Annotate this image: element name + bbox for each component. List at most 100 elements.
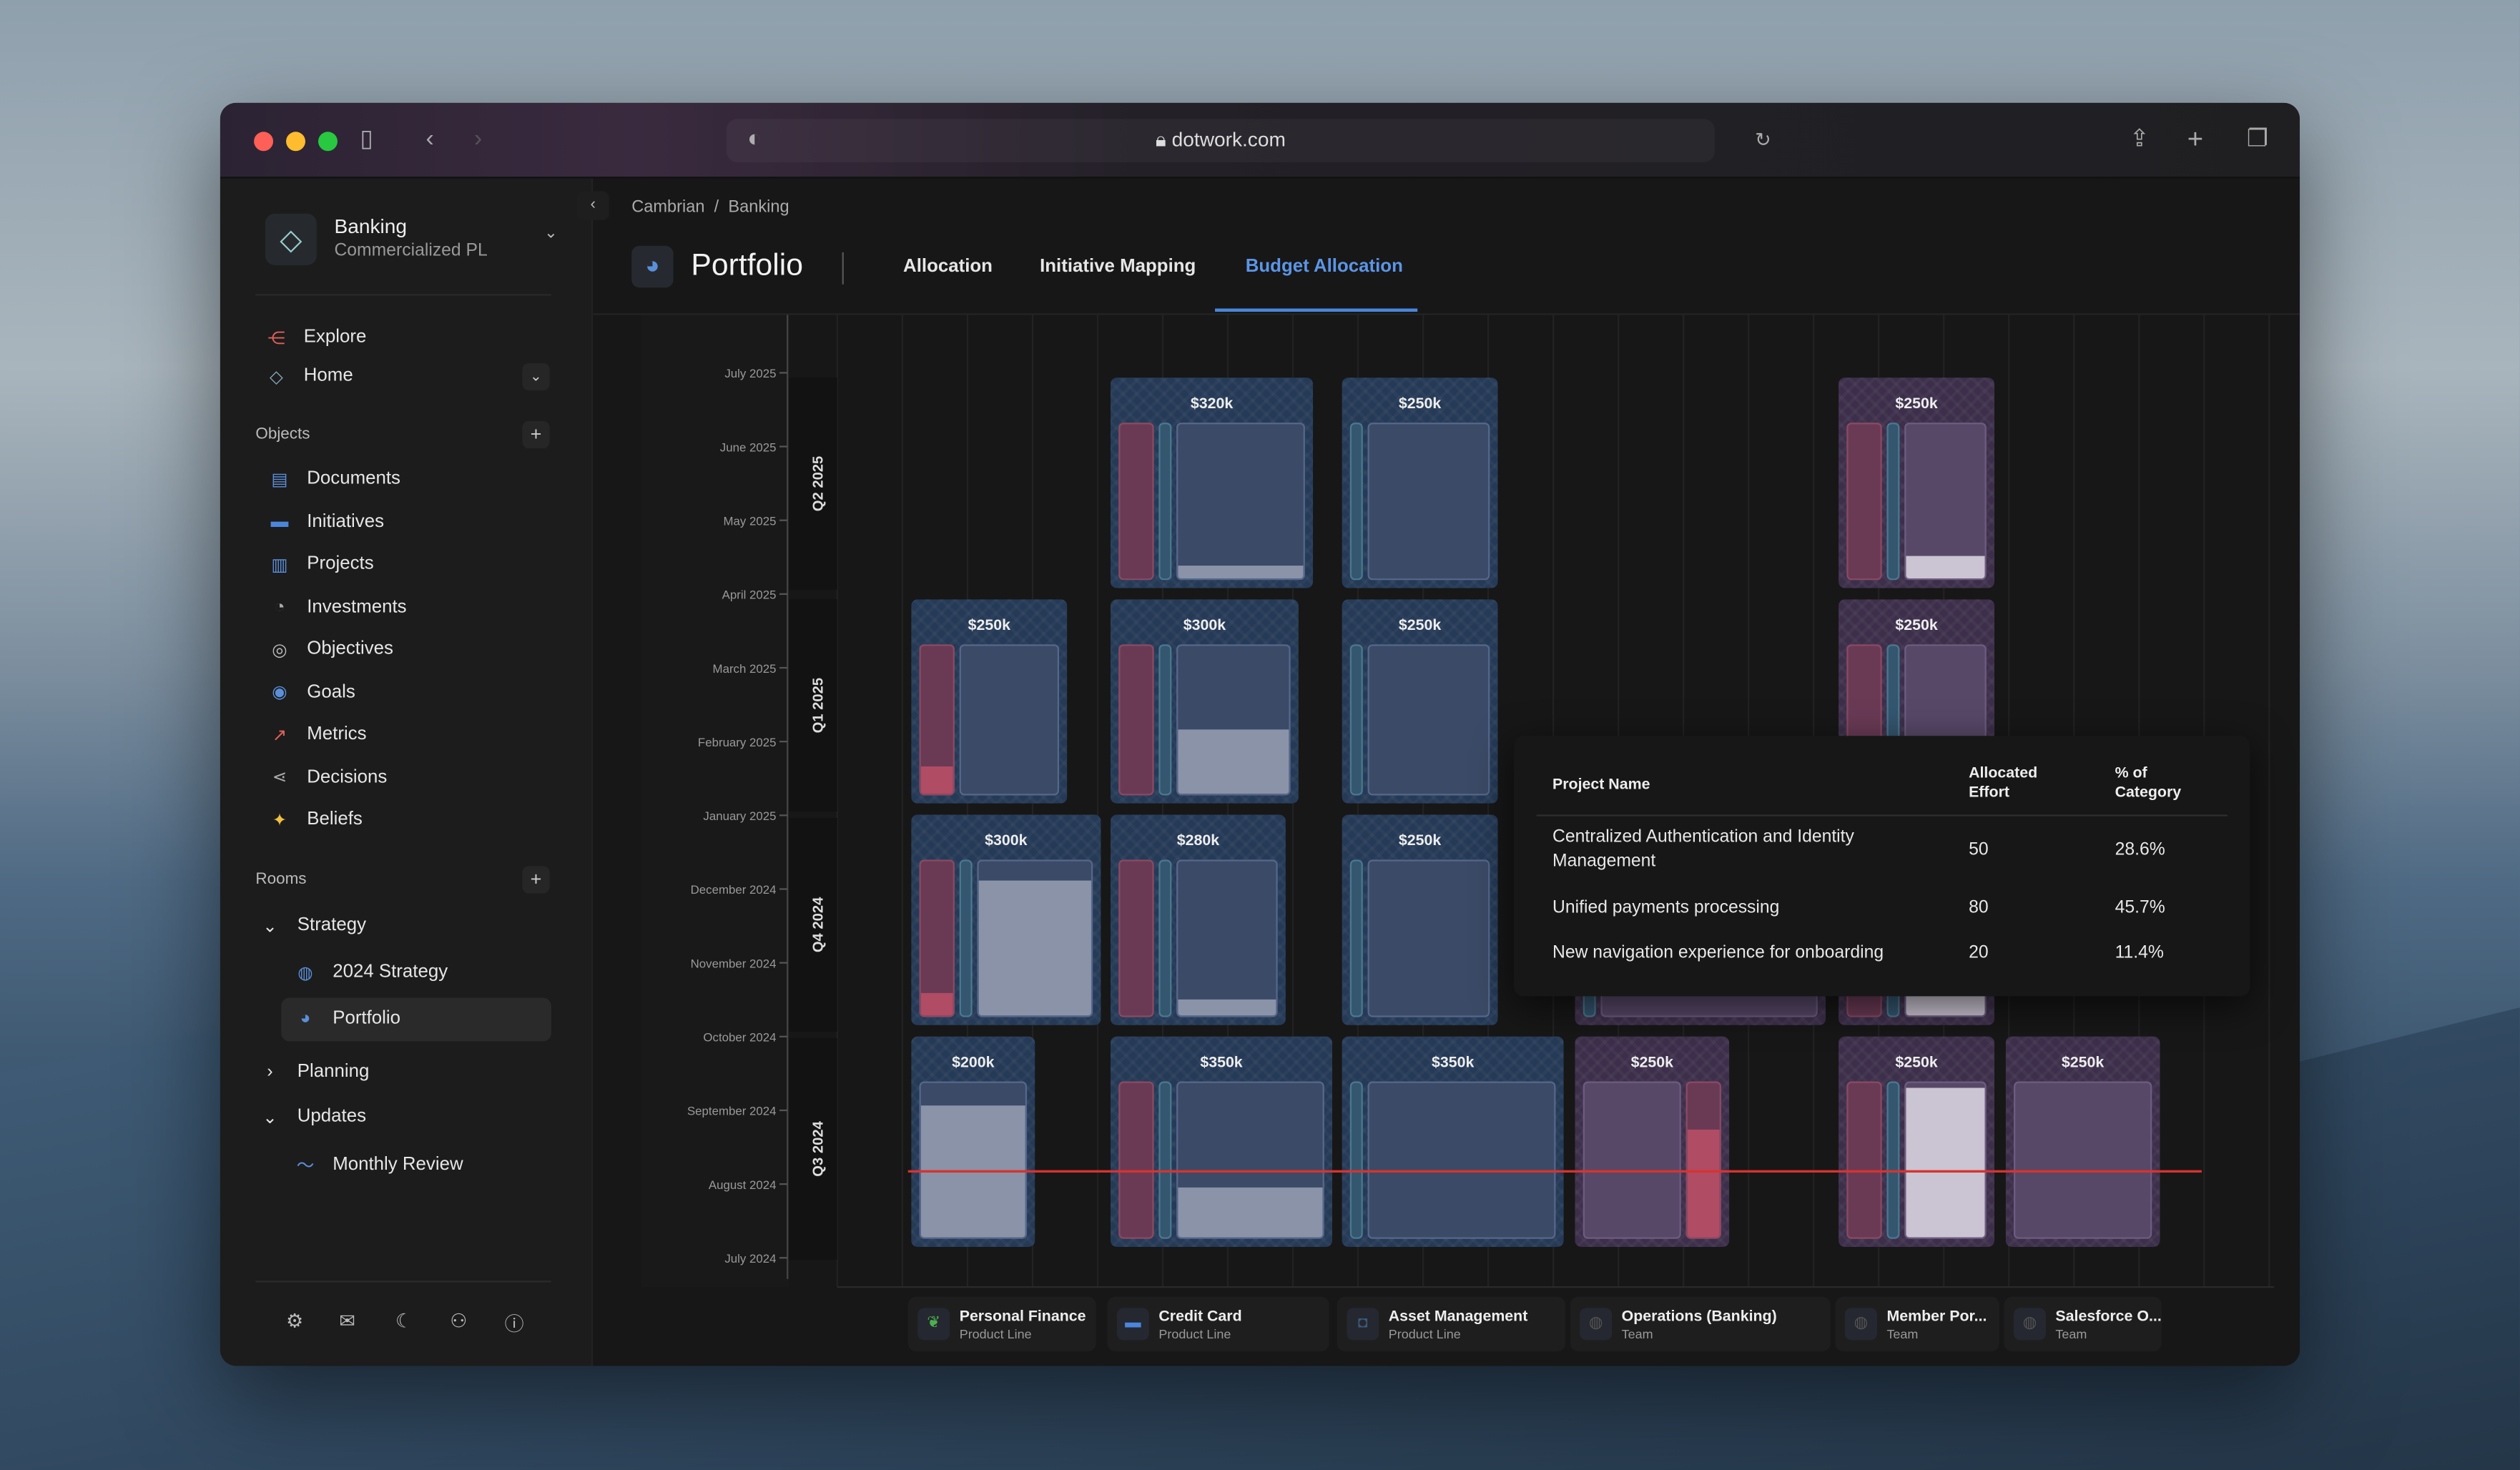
sidebar-item-metrics[interactable]: ↗ Metrics xyxy=(268,719,367,751)
allocation-block[interactable]: $250k xyxy=(1839,1036,1995,1247)
allocation-block[interactable]: $300k xyxy=(911,814,1101,1025)
settings-icon[interactable]: ⚙ xyxy=(286,1309,304,1333)
legend-name: Salesforce O... xyxy=(2055,1308,2162,1326)
add-object-button[interactable]: + xyxy=(522,420,550,449)
allocation-block[interactable]: $300k xyxy=(1110,599,1299,804)
tab-budget-allocation[interactable]: Budget Allocation xyxy=(1245,257,1403,277)
legend-item[interactable]: ◍ Member Por... Team xyxy=(1835,1296,1999,1352)
teal-allocation-bar xyxy=(1349,1081,1363,1239)
allocation-block[interactable]: $250k xyxy=(2005,1036,2160,1247)
sidebar-item-decisions[interactable]: ⋖ Decisions xyxy=(268,761,388,793)
allocation-fill xyxy=(920,992,953,1016)
sidebar-item-investments[interactable]: ◔ Investments xyxy=(268,591,407,623)
allocation-block[interactable]: $200k xyxy=(911,1036,1035,1247)
red-allocation-bar xyxy=(1118,423,1154,581)
home-expand-button[interactable]: ⌄ xyxy=(522,362,550,391)
allocation-block[interactable]: $250k xyxy=(1342,814,1498,1025)
month-label: October 2024 xyxy=(703,1031,776,1045)
close-window-button[interactable] xyxy=(254,132,274,152)
legend-item[interactable]: ◍ Salesforce O... Team xyxy=(2004,1296,2162,1352)
allocation-block[interactable]: $250k xyxy=(1342,378,1498,588)
info-icon[interactable]: ⓘ xyxy=(504,1313,524,1336)
allocation-block[interactable]: $280k xyxy=(1110,814,1286,1025)
sidebar-item-objectives[interactable]: ◎ Objectives xyxy=(268,633,393,665)
allocation-block[interactable]: $250k xyxy=(1342,599,1498,804)
allocation-block[interactable]: $350k xyxy=(1110,1036,1333,1247)
breadcrumb-item[interactable]: Cambrian xyxy=(631,197,705,217)
browser-toolbar: ▯ ‹ › ◐ 🔒︎ dotwork.com ↻ ⇪ + ❐ xyxy=(220,102,2300,179)
room-monthly-review[interactable]: 〜 Monthly Review xyxy=(294,1149,463,1181)
forward-icon[interactable]: › xyxy=(473,125,483,153)
allocation-block[interactable]: $250k xyxy=(1839,378,1995,588)
minimize-window-button[interactable] xyxy=(286,132,306,152)
allocation-block[interactable]: $250k xyxy=(1575,1036,1730,1247)
workspace-logo-icon: ◇ xyxy=(265,213,317,265)
legend-item[interactable]: ◘ Asset Management Product Line xyxy=(1337,1296,1565,1352)
user-icon[interactable]: ⚇ xyxy=(450,1309,468,1333)
nav-home[interactable]: ◇ Home xyxy=(265,360,353,392)
room-portfolio[interactable]: ◕ Portfolio xyxy=(294,1002,400,1035)
sidebar-item-beliefs[interactable]: ✦ Beliefs xyxy=(268,804,363,836)
share-icon[interactable]: ⇪ xyxy=(2129,125,2150,153)
back-icon[interactable]: ‹ xyxy=(425,125,434,153)
maximize-window-button[interactable] xyxy=(318,132,338,152)
sidebar-item-initiatives[interactable]: ▬ Initiatives xyxy=(268,505,384,538)
sidebar-item-label: Documents xyxy=(307,469,400,489)
divider xyxy=(255,294,551,296)
inbox-icon[interactable]: ✉ xyxy=(339,1309,355,1333)
room-planning[interactable]: › Planning xyxy=(259,1056,369,1088)
moon-icon[interactable]: ☾ xyxy=(395,1309,413,1333)
month-label: July 2024 xyxy=(724,1252,776,1266)
tooltip-cell: 50 xyxy=(1969,840,1989,860)
address-bar[interactable]: 🔒︎ dotwork.com xyxy=(726,119,1715,162)
allocation-block[interactable]: $250k xyxy=(911,599,1068,804)
room-2024-strategy[interactable]: ◍ 2024 Strategy xyxy=(294,956,448,988)
room-strategy[interactable]: ⌄ Strategy xyxy=(259,909,366,942)
allocation-fill xyxy=(920,1106,1025,1238)
legend-type: Product Line xyxy=(1388,1327,1461,1342)
tooltip-cell: 11.4% xyxy=(2115,943,2164,963)
allocation-fill xyxy=(1178,1000,1276,1016)
legend-item[interactable]: ◍ Operations (Banking) Team xyxy=(1570,1296,1831,1352)
month-label: June 2025 xyxy=(720,440,777,454)
workspace-switcher[interactable]: ◇ Banking Commercialized PL ⌄ xyxy=(265,210,558,275)
target-icon: ◎ xyxy=(272,640,287,660)
shield-icon[interactable]: ◐ xyxy=(747,125,762,153)
tab-initiative-mapping[interactable]: Initiative Mapping xyxy=(1040,257,1196,277)
sidebar-item-goals[interactable]: ◉ Goals xyxy=(268,676,355,708)
main-content: ‹ Cambrian / Banking ◕ Portfolio Allocati… xyxy=(576,178,2300,1366)
selected-item-bg xyxy=(281,997,551,1042)
main-allocation-bar xyxy=(1904,1081,1987,1239)
collapse-sidebar-button[interactable]: ‹ xyxy=(576,191,609,220)
allocation-fill xyxy=(1178,1188,1323,1238)
allocation-block[interactable]: $320k xyxy=(1110,378,1314,588)
month-label: April 2025 xyxy=(722,588,777,602)
quarter-label: Q3 2024 xyxy=(811,1120,827,1176)
reload-icon[interactable]: ↻ xyxy=(1755,128,1771,152)
sidebar-item-projects[interactable]: ▥ Projects xyxy=(268,548,373,580)
add-room-button[interactable]: + xyxy=(522,866,550,894)
red-allocation-bar xyxy=(1118,859,1154,1017)
tooltip-header: Allocated Effort xyxy=(1969,764,2038,802)
new-tab-icon[interactable]: + xyxy=(2187,124,2204,154)
nav-explore[interactable]: ⋲ Explore xyxy=(265,321,366,353)
allocation-fill xyxy=(920,767,953,794)
teal-allocation-bar xyxy=(1349,423,1363,581)
home-icon: ◇ xyxy=(270,367,284,387)
tabs-overview-icon[interactable]: ❐ xyxy=(2246,125,2269,153)
allocation-block[interactable]: $350k xyxy=(1342,1036,1564,1247)
red-allocation-bar xyxy=(1846,1081,1882,1239)
sidebar-item-label: Goals xyxy=(307,682,355,701)
teal-allocation-bar xyxy=(1158,1081,1172,1239)
legend-item[interactable]: ❦ Personal Finance Product Line xyxy=(907,1296,1096,1352)
sidebar-item-documents[interactable]: ▤ Documents xyxy=(268,463,400,495)
room-updates[interactable]: ⌄ Updates xyxy=(259,1100,366,1133)
tab-allocation[interactable]: Allocation xyxy=(903,257,993,277)
legend-item[interactable]: ▬ Credit Card Product Line xyxy=(1107,1296,1329,1352)
sidebar: ◇ Banking Commercialized PL ⌄ ⋲ Explore ◇… xyxy=(220,178,594,1366)
month-label: August 2024 xyxy=(709,1178,777,1192)
sidebar-toggle-icon[interactable]: ▯ xyxy=(360,125,373,153)
quarter-band xyxy=(789,817,837,1032)
room-label: Monthly Review xyxy=(333,1155,463,1175)
breadcrumb-item[interactable]: Banking xyxy=(728,197,789,217)
